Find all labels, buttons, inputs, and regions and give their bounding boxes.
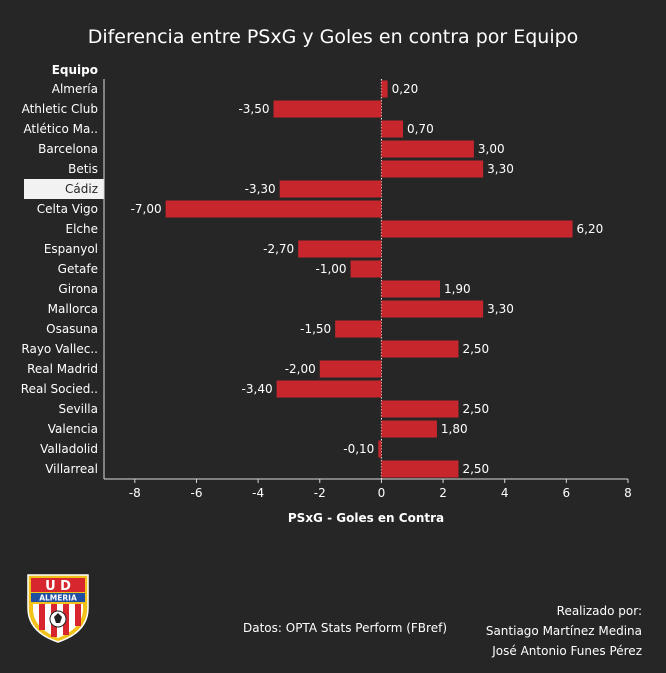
category-label: Mallorca <box>48 302 98 316</box>
category-label: Real Madrid <box>27 362 98 376</box>
category-label: Valencia <box>48 422 98 436</box>
bar <box>276 380 382 398</box>
bar <box>273 100 382 118</box>
bar <box>165 200 382 218</box>
x-tick-label: 4 <box>501 486 509 500</box>
credits: Realizado por: Santiago Martínez Medina … <box>486 601 642 661</box>
labels-layer: Equipo Almería 0,20 Athletic Club -3,50 Atlét… <box>21 63 603 476</box>
data-label: 2,50 <box>462 462 489 476</box>
data-label: -2,70 <box>263 242 294 256</box>
data-label: 2,50 <box>462 402 489 416</box>
category-header: Equipo <box>52 63 98 77</box>
bar <box>335 320 382 338</box>
data-label: -3,50 <box>238 102 269 116</box>
category-label: Getafe <box>58 262 98 276</box>
bars-layer <box>165 80 573 478</box>
data-label: 3,00 <box>478 142 505 156</box>
category-label: Villarreal <box>45 462 98 476</box>
highlight-layer <box>24 179 104 199</box>
bar <box>378 440 382 458</box>
data-label: -3,40 <box>242 382 273 396</box>
data-label: -1,00 <box>316 262 347 276</box>
x-tick-label: -6 <box>190 486 202 500</box>
x-tick-label: 2 <box>439 486 447 500</box>
highlight-row <box>24 179 104 199</box>
bar <box>298 240 382 258</box>
credits-author-1: Santiago Martínez Medina <box>485 624 642 638</box>
bar <box>350 260 382 278</box>
bar <box>381 220 573 238</box>
ud-almeria-crest-logo: U D ALMERIA <box>27 574 89 643</box>
data-label: -7,00 <box>131 202 162 216</box>
data-label: -2,00 <box>285 362 316 376</box>
credits-author-2: José Antonio Funes Pérez <box>492 644 642 658</box>
chart-title: Diferencia entre PSxG y Goles en contra … <box>87 26 579 48</box>
data-label: 0,70 <box>407 122 434 136</box>
x-tick-label: -2 <box>314 486 326 500</box>
bar <box>381 460 459 478</box>
data-label: 1,90 <box>444 282 471 296</box>
bar <box>319 360 382 378</box>
bar <box>381 140 474 158</box>
x-tick-label: -8 <box>129 486 141 500</box>
category-label: Atlético Ma.. <box>23 122 98 136</box>
data-label: -3,30 <box>245 182 276 196</box>
bar <box>381 80 388 98</box>
category-label: Barcelona <box>38 142 98 156</box>
data-label: -1,50 <box>300 322 331 336</box>
category-label: Rayo Vallec.. <box>21 342 98 356</box>
bar <box>381 120 403 138</box>
bar <box>381 300 484 318</box>
bar <box>381 420 437 438</box>
category-label: Cádiz <box>65 182 98 196</box>
svg-text:ALMERIA: ALMERIA <box>39 594 77 603</box>
category-label: Real Socied.. <box>21 382 98 396</box>
data-label: 3,30 <box>487 162 514 176</box>
bar <box>381 160 484 178</box>
category-label: Osasuna <box>46 322 98 336</box>
data-label: 2,50 <box>462 342 489 356</box>
data-label: 3,30 <box>487 302 514 316</box>
data-source: Datos: OPTA Stats Perform (FBref) <box>243 621 447 635</box>
bar <box>381 340 459 358</box>
x-tick-label: -4 <box>252 486 264 500</box>
data-label: 1,80 <box>441 422 468 436</box>
category-label: Betis <box>68 162 98 176</box>
x-tick-label: 0 <box>378 486 386 500</box>
x-tick-label: 6 <box>563 486 571 500</box>
category-label: Espanyol <box>44 242 98 256</box>
category-label: Girona <box>58 282 98 296</box>
data-label: 0,20 <box>392 82 419 96</box>
data-label: 6,20 <box>577 222 604 236</box>
category-label: Elche <box>65 222 98 236</box>
category-label: Valladolid <box>40 442 98 456</box>
data-label: -0,10 <box>343 442 374 456</box>
bar <box>381 280 440 298</box>
bar <box>381 400 459 418</box>
x-axis-label: PSxG - Goles en Contra <box>287 511 445 525</box>
axis-layer: -8 -6 -4 -2 0 2 4 6 8 <box>103 79 632 500</box>
category-label: Celta Vigo <box>37 202 98 216</box>
category-label: Almería <box>52 82 98 96</box>
category-label: Sevilla <box>59 402 98 416</box>
bar <box>279 180 382 198</box>
credits-heading: Realizado por: <box>556 604 642 618</box>
category-label: Athletic Club <box>22 102 98 116</box>
x-tick-label: 8 <box>624 486 632 500</box>
svg-text:U D: U D <box>45 579 71 594</box>
